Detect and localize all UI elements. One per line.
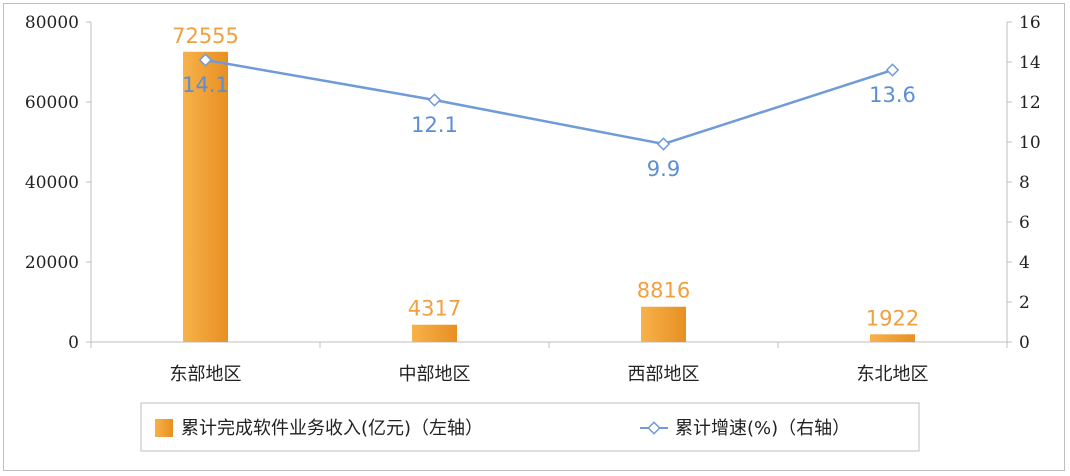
y-right-tick-label: 8 [1019, 173, 1030, 193]
bar [412, 324, 457, 342]
y-right-tick-label: 4 [1019, 253, 1030, 273]
x-tick-label: 西部地区 [628, 364, 700, 385]
y-left-tick-label: 40000 [25, 173, 79, 193]
line-point-marker [198, 53, 213, 67]
y-left-tick-label: 20000 [25, 253, 79, 273]
bar [641, 306, 686, 342]
legend-line-marker [647, 421, 661, 435]
bar [870, 334, 915, 342]
bar-value-label: 8816 [637, 279, 690, 303]
bar-series [183, 51, 915, 342]
line-value-label: 14.1 [182, 73, 229, 97]
bar-value-label: 4317 [408, 297, 461, 321]
legend-box [140, 402, 920, 452]
bar [183, 51, 228, 342]
data-labels: 72555 4317 8816 1922 14.1 12.1 9.9 13.6 [172, 24, 919, 331]
axes: 0 20000 40000 60000 80000 0 2 4 6 8 10 12 14 16 东部地区 中部… [25, 13, 1041, 385]
y-left-tick-label: 80000 [25, 13, 79, 33]
x-tick-label: 东部地区 [170, 364, 242, 385]
y-left-tick-label: 0 [68, 333, 79, 353]
bar-value-label: 1922 [866, 306, 919, 330]
line-value-label: 9.9 [647, 157, 680, 181]
y-right-tick-label: 10 [1019, 133, 1041, 153]
legend-bar-label: 累计完成软件业务收入(亿元)（左轴） [181, 418, 483, 439]
line-value-label: 12.1 [411, 113, 458, 137]
bar-value-label: 72555 [172, 24, 239, 48]
y-left-tick-label: 60000 [25, 93, 79, 113]
x-tick-label: 东北地区 [857, 364, 929, 385]
legend-bar-swatch [155, 419, 173, 437]
line-point-marker [427, 93, 442, 107]
y-right-tick-label: 16 [1019, 13, 1041, 33]
line-point-marker [656, 137, 671, 151]
x-tick-label: 中部地区 [399, 364, 471, 385]
legend: 累计完成软件业务收入(亿元)（左轴） 累计增速(%)（右轴） [140, 402, 920, 452]
line-point-marker [885, 63, 900, 77]
growth-line [205, 58, 893, 146]
y-right-tick-label: 6 [1019, 213, 1030, 233]
line-series [198, 53, 900, 151]
line-value-label: 13.6 [869, 83, 916, 107]
chart-frame [3, 3, 1065, 471]
legend-line-label: 累计增速(%)（右轴） [675, 418, 850, 439]
y-right-tick-label: 14 [1019, 53, 1041, 73]
y-right-tick-label: 2 [1019, 293, 1030, 313]
y-right-tick-label: 12 [1019, 93, 1041, 113]
y-right-tick-label: 0 [1019, 333, 1030, 353]
